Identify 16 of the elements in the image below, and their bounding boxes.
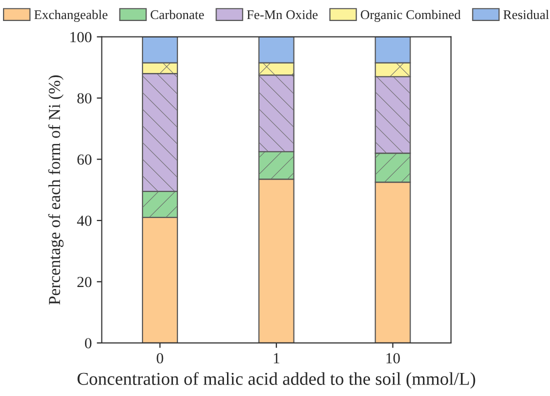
x-tick-label: 0: [156, 353, 164, 364]
legend-label: Exchangeable: [34, 10, 108, 22]
x-axis-title: Concentration of malic acid added to the soil (mmol/L): [78, 372, 476, 389]
y-axis-title: Percentage of each form of Ni (%): [48, 75, 64, 305]
legend-label: Residual: [503, 10, 549, 20]
legend-label: Organic Combined: [360, 10, 461, 22]
legend-label: Fe-Mn Oxide: [246, 10, 318, 20]
x-tick-label: 1: [274, 353, 280, 364]
legend-label: Carbonate: [150, 10, 204, 20]
y-tick-label: 40: [77, 216, 92, 226]
y-tick-label: 60: [77, 154, 92, 165]
y-tick-label: 80: [77, 93, 92, 104]
x-tick-label: 10: [386, 353, 400, 364]
y-tick-label: 100: [70, 32, 92, 42]
y-tick-label: 0: [84, 338, 92, 348]
y-tick-label: 20: [77, 276, 92, 288]
